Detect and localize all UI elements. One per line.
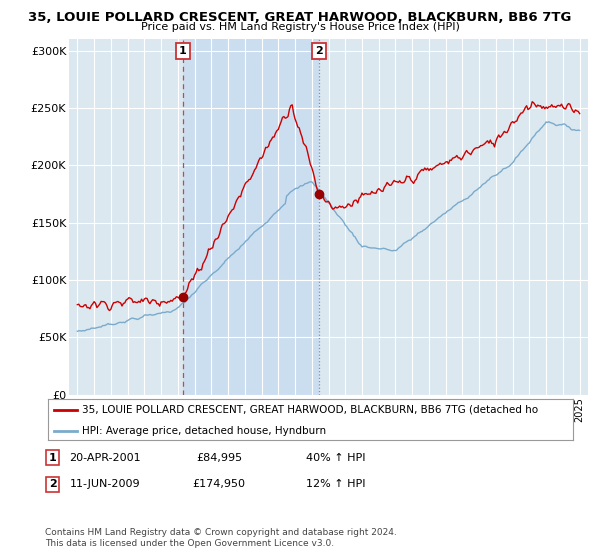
Text: HPI: Average price, detached house, Hyndburn: HPI: Average price, detached house, Hynd… [82,426,326,436]
Text: 35, LOUIE POLLARD CRESCENT, GREAT HARWOOD, BLACKBURN, BB6 7TG (detached ho: 35, LOUIE POLLARD CRESCENT, GREAT HARWOO… [82,405,538,415]
Bar [183,39,319,395]
Text: 1: 1 [179,46,187,55]
Text: 12% ↑ HPI: 12% ↑ HPI [306,479,366,489]
Text: 1: 1 [49,452,56,463]
Text: 11-JUN-2009: 11-JUN-2009 [70,479,140,489]
Text: £174,950: £174,950 [193,479,245,489]
Text: Price paid vs. HM Land Registry's House Price Index (HPI): Price paid vs. HM Land Registry's House … [140,22,460,32]
Text: 35, LOUIE POLLARD CRESCENT, GREAT HARWOOD, BLACKBURN, BB6 7TG: 35, LOUIE POLLARD CRESCENT, GREAT HARWOO… [28,11,572,24]
Text: 20-APR-2001: 20-APR-2001 [69,452,141,463]
Text: Contains HM Land Registry data © Crown copyright and database right 2024.
This d: Contains HM Land Registry data © Crown c… [45,528,397,548]
Text: £84,995: £84,995 [196,452,242,463]
Text: 40% ↑ HPI: 40% ↑ HPI [306,452,366,463]
Text: 2: 2 [316,46,323,55]
Text: 2: 2 [49,479,56,489]
